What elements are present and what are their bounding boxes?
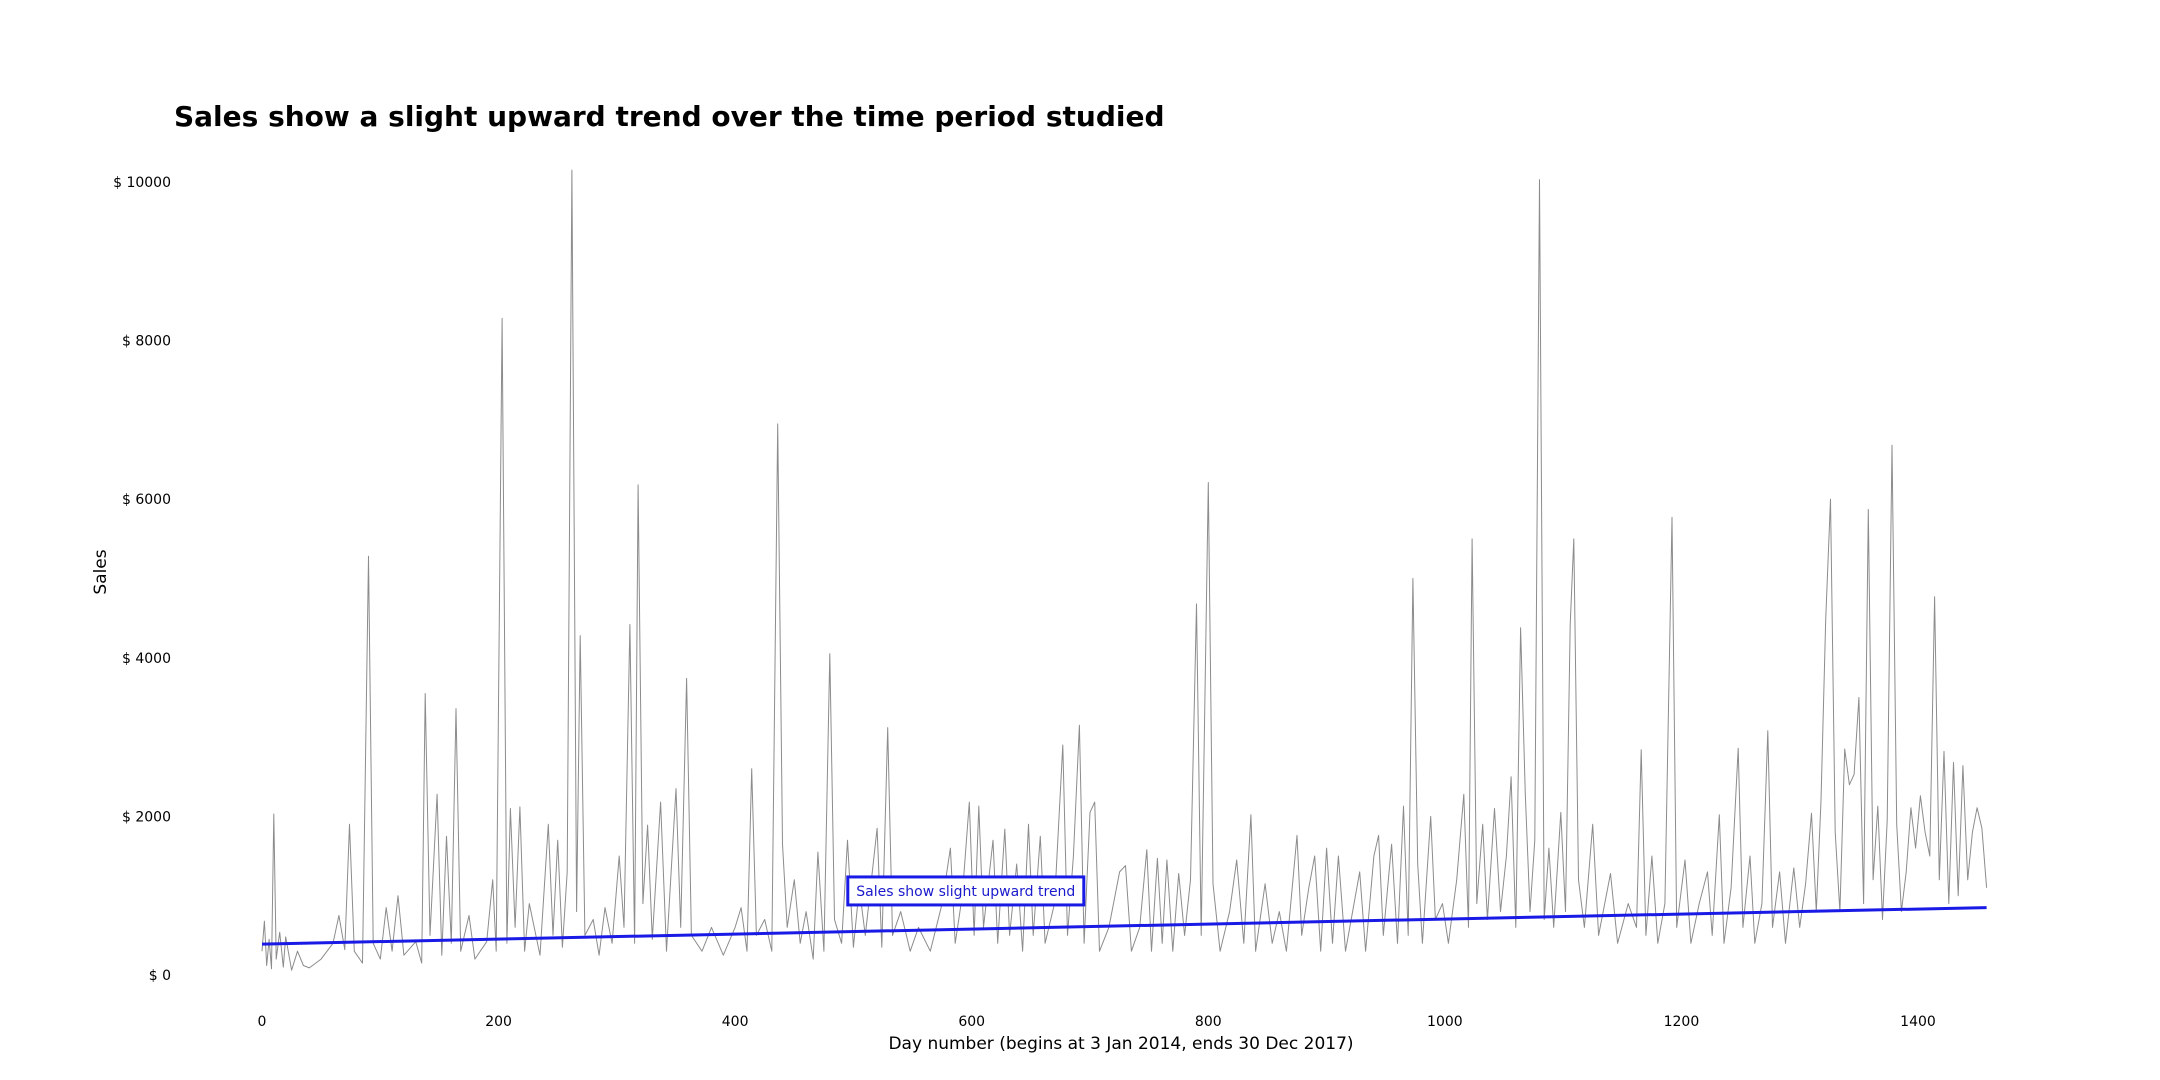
- x-tick-labels: 0 200 400 600 800 1000 1200 1400: [258, 1014, 1936, 1030]
- y-tick-labels: $ 0 $ 2000 $ 4000 $ 6000 $ 8000 $ 10000: [113, 175, 171, 984]
- y-tick-label: $ 6000: [122, 492, 171, 508]
- y-tick-label: $ 2000: [122, 809, 171, 825]
- x-tick-label: 800: [1195, 1014, 1222, 1030]
- x-tick-label: 1000: [1427, 1014, 1463, 1030]
- annotation-text: Sales show slight upward trend: [856, 884, 1075, 900]
- y-axis-label: Sales: [91, 549, 111, 594]
- plot-area: [261, 169, 1988, 971]
- y-tick-label: $ 4000: [122, 651, 171, 667]
- trend-annotation: Sales show slight upward trend: [846, 875, 1086, 907]
- y-tick-label: $ 0: [149, 968, 171, 984]
- trend-line: [261, 906, 1987, 946]
- y-tick-label: $ 10000: [113, 175, 171, 191]
- x-tick-label: 200: [485, 1014, 512, 1030]
- x-tick-label: 1400: [1900, 1014, 1936, 1030]
- x-tick-label: 1200: [1664, 1014, 1700, 1030]
- y-tick-label: $ 8000: [122, 334, 171, 350]
- x-tick-label: 600: [958, 1014, 985, 1030]
- x-tick-label: 0: [258, 1014, 267, 1030]
- x-axis-label: Day number (begins at 3 Jan 2014, ends 3…: [888, 1034, 1353, 1054]
- x-tick-label: 400: [722, 1014, 749, 1030]
- annotation-box: [846, 875, 1086, 907]
- chart-title: Sales show a slight upward trend over th…: [174, 100, 1165, 133]
- sales-line: [261, 169, 1988, 971]
